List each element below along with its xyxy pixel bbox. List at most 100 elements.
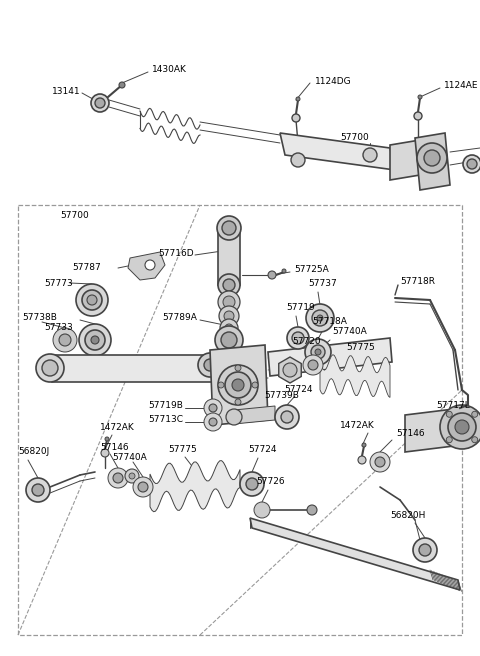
- Circle shape: [219, 306, 239, 326]
- Circle shape: [311, 345, 325, 359]
- Circle shape: [292, 332, 304, 344]
- Circle shape: [303, 355, 323, 375]
- Text: 57775: 57775: [168, 445, 197, 455]
- Text: 57716D: 57716D: [158, 249, 193, 258]
- Polygon shape: [234, 406, 275, 424]
- Circle shape: [240, 472, 264, 496]
- Text: 57718R: 57718R: [400, 277, 435, 287]
- Circle shape: [138, 482, 148, 492]
- Circle shape: [472, 411, 478, 417]
- Text: 57713C: 57713C: [148, 415, 183, 424]
- Circle shape: [42, 360, 58, 376]
- Circle shape: [220, 319, 238, 337]
- Text: 13141: 13141: [52, 87, 81, 96]
- Circle shape: [209, 404, 217, 412]
- Text: 1472AK: 1472AK: [100, 422, 135, 432]
- Polygon shape: [320, 355, 390, 398]
- Polygon shape: [210, 345, 268, 425]
- Circle shape: [315, 349, 321, 355]
- Circle shape: [226, 409, 242, 425]
- Circle shape: [215, 326, 243, 354]
- Circle shape: [223, 296, 235, 308]
- Circle shape: [472, 437, 478, 443]
- Text: 57725A: 57725A: [294, 266, 329, 274]
- Circle shape: [218, 291, 240, 313]
- Polygon shape: [50, 355, 212, 382]
- Text: 57146: 57146: [396, 428, 425, 438]
- Circle shape: [95, 98, 105, 108]
- Circle shape: [222, 221, 236, 235]
- Circle shape: [362, 443, 366, 447]
- Polygon shape: [405, 408, 462, 452]
- Text: 57146: 57146: [100, 443, 129, 453]
- Circle shape: [129, 473, 135, 479]
- Circle shape: [283, 363, 297, 377]
- Circle shape: [305, 339, 331, 365]
- Text: 57724: 57724: [248, 445, 276, 455]
- Polygon shape: [268, 338, 392, 376]
- Text: 57717L: 57717L: [436, 401, 470, 411]
- Circle shape: [417, 143, 447, 173]
- Circle shape: [275, 405, 299, 429]
- Circle shape: [85, 330, 105, 350]
- Circle shape: [223, 279, 235, 291]
- Circle shape: [363, 148, 377, 162]
- Text: 57726: 57726: [256, 478, 285, 487]
- Circle shape: [252, 382, 258, 388]
- Text: 1124DG: 1124DG: [315, 77, 352, 85]
- Circle shape: [198, 353, 222, 377]
- Circle shape: [218, 365, 258, 405]
- Circle shape: [418, 95, 422, 99]
- Text: 57737: 57737: [308, 279, 337, 287]
- Circle shape: [32, 484, 44, 496]
- Circle shape: [76, 284, 108, 316]
- Polygon shape: [218, 228, 240, 285]
- Circle shape: [221, 332, 237, 348]
- Circle shape: [235, 399, 241, 405]
- Circle shape: [268, 271, 276, 279]
- Circle shape: [79, 324, 111, 356]
- Circle shape: [317, 315, 323, 321]
- Polygon shape: [390, 140, 420, 180]
- Text: 56820J: 56820J: [18, 447, 49, 457]
- Circle shape: [307, 505, 317, 515]
- Circle shape: [448, 413, 476, 441]
- Circle shape: [306, 304, 334, 332]
- Polygon shape: [280, 133, 395, 170]
- Text: 1472AK: 1472AK: [340, 422, 375, 430]
- Circle shape: [291, 153, 305, 167]
- Circle shape: [296, 97, 300, 101]
- Circle shape: [463, 155, 480, 173]
- Text: 57720: 57720: [292, 337, 321, 346]
- Circle shape: [440, 405, 480, 449]
- Polygon shape: [128, 252, 165, 280]
- Circle shape: [225, 324, 233, 332]
- Circle shape: [133, 477, 153, 497]
- Circle shape: [235, 365, 241, 371]
- Circle shape: [204, 399, 222, 417]
- Text: 57740A: 57740A: [112, 453, 147, 462]
- Circle shape: [467, 159, 477, 169]
- Text: 56820H: 56820H: [390, 512, 425, 520]
- Circle shape: [91, 336, 99, 344]
- Text: 57738B: 57738B: [22, 314, 57, 323]
- Circle shape: [225, 372, 251, 398]
- Circle shape: [204, 413, 222, 431]
- Circle shape: [292, 114, 300, 122]
- Circle shape: [413, 538, 437, 562]
- Circle shape: [246, 478, 258, 490]
- Circle shape: [108, 468, 128, 488]
- Polygon shape: [415, 133, 450, 190]
- Circle shape: [26, 478, 50, 502]
- Circle shape: [446, 411, 452, 417]
- Circle shape: [59, 334, 71, 346]
- Circle shape: [312, 310, 328, 326]
- Circle shape: [82, 290, 102, 310]
- Circle shape: [119, 82, 125, 88]
- Text: 1124AE: 1124AE: [444, 81, 479, 91]
- Polygon shape: [279, 357, 301, 383]
- Circle shape: [224, 311, 234, 321]
- Circle shape: [218, 274, 240, 296]
- Circle shape: [113, 473, 123, 483]
- Circle shape: [455, 420, 469, 434]
